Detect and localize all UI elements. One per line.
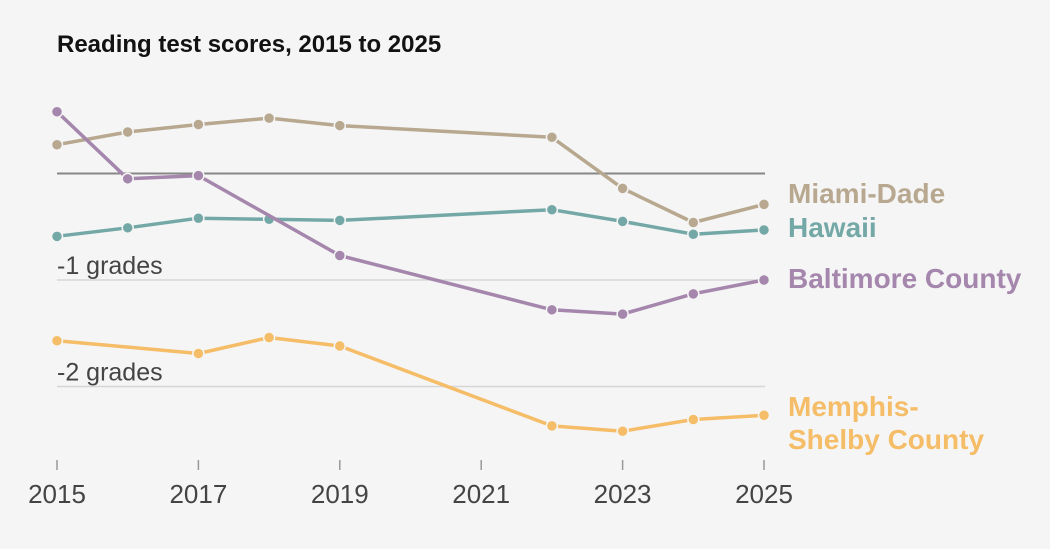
data-point [121, 125, 134, 139]
series-line [55, 335, 766, 433]
data-point [687, 216, 700, 229]
data-point [50, 230, 64, 243]
data-point [687, 227, 700, 241]
data-point [50, 105, 64, 118]
x-tick-label: 2015 [28, 479, 86, 509]
data-point [333, 339, 347, 353]
series-1 [50, 203, 771, 243]
data-point [616, 307, 629, 321]
series-3 [50, 331, 771, 438]
data-point [262, 111, 276, 125]
data-point [757, 198, 771, 211]
data-point [333, 249, 347, 262]
x-axis: 2015 2017 2019 2021 2023 2025 [28, 460, 793, 509]
reference-line-label: -2 grades [57, 359, 163, 387]
data-point [545, 303, 559, 317]
x-tick-label: 2019 [311, 479, 369, 509]
x-tick-label: 2023 [594, 479, 652, 509]
series-line [55, 116, 766, 225]
data-point [262, 331, 276, 344]
data-point [687, 287, 700, 301]
data-point [545, 419, 559, 433]
data-point [616, 182, 629, 195]
reference-lines: -1 grades -2 grades [57, 172, 765, 388]
data-point [757, 223, 771, 237]
data-point [757, 409, 771, 422]
series-label: Baltimore County [788, 263, 1022, 294]
series-lines [50, 105, 771, 438]
x-tick-label: 2021 [452, 479, 510, 509]
data-point [50, 138, 64, 151]
data-point [192, 211, 205, 225]
series-0 [50, 111, 771, 229]
x-tick-label: 2025 [735, 479, 793, 509]
data-point [687, 413, 700, 426]
chart-title: Reading test scores, 2015 to 2025 [57, 31, 441, 58]
series-line [55, 109, 766, 316]
data-point [333, 119, 347, 132]
data-point [616, 215, 629, 228]
data-point [757, 273, 771, 287]
series-label: Hawaii [788, 212, 877, 243]
data-point [192, 169, 205, 182]
series-line [55, 207, 766, 239]
data-point [545, 203, 559, 216]
data-point [616, 424, 629, 438]
data-point [121, 221, 134, 235]
series-2 [50, 105, 771, 321]
data-point [545, 131, 559, 144]
x-tick-label: 2017 [169, 479, 227, 509]
data-point [121, 172, 134, 186]
data-point [50, 334, 64, 347]
data-point [333, 214, 347, 227]
data-point [192, 347, 205, 360]
data-point [192, 118, 205, 131]
series-label: Miami-Dade [788, 178, 945, 209]
series-label: Memphis-Shelby County [788, 391, 984, 455]
reference-line-label: -1 grades [57, 252, 163, 280]
